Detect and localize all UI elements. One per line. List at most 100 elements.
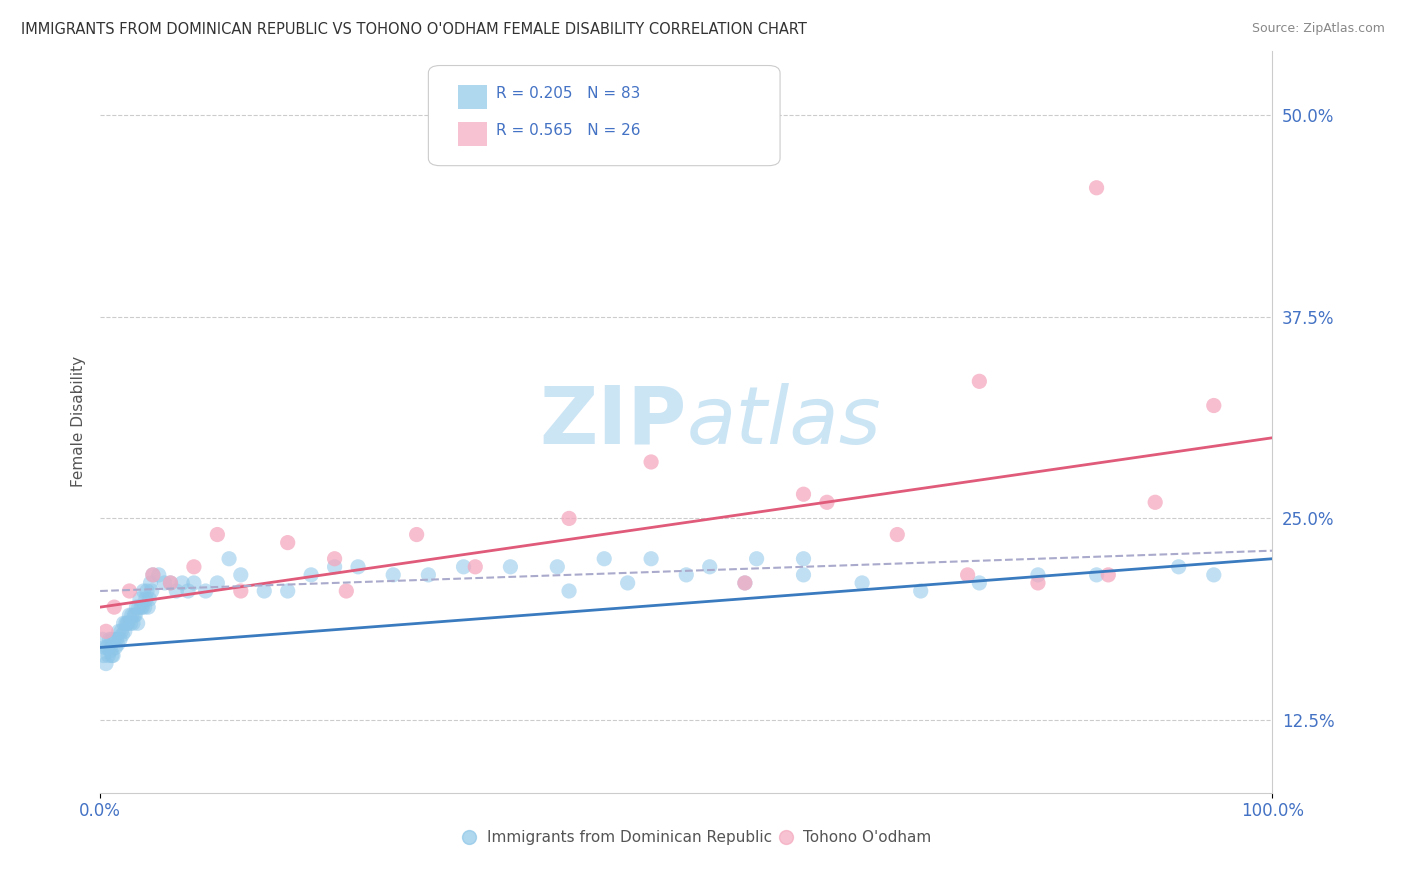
Point xyxy=(1202,399,1225,413)
Point xyxy=(218,551,240,566)
Point xyxy=(159,576,181,591)
FancyBboxPatch shape xyxy=(429,65,780,166)
Point xyxy=(183,559,205,574)
Point xyxy=(104,640,127,655)
Point xyxy=(153,576,176,591)
Point xyxy=(207,527,229,541)
Point xyxy=(128,600,150,615)
Point xyxy=(103,632,125,647)
Point xyxy=(94,640,117,655)
Point xyxy=(815,495,838,509)
Point xyxy=(101,632,124,647)
Point xyxy=(125,600,148,615)
Point xyxy=(101,648,124,663)
Point xyxy=(122,608,145,623)
Point xyxy=(405,527,427,541)
Point xyxy=(93,648,115,663)
Point xyxy=(969,374,991,388)
Point xyxy=(91,632,114,647)
Point xyxy=(110,624,132,639)
Point xyxy=(139,576,162,591)
Point xyxy=(851,576,873,591)
Text: IMMIGRANTS FROM DOMINICAN REPUBLIC VS TOHONO O'ODHAM FEMALE DISABILITY CORRELATI: IMMIGRANTS FROM DOMINICAN REPUBLIC VS TO… xyxy=(21,22,807,37)
Point xyxy=(96,640,118,655)
Point xyxy=(1026,567,1049,582)
Point xyxy=(107,637,129,651)
Point xyxy=(122,616,145,631)
Point xyxy=(277,584,299,599)
Point xyxy=(148,567,170,582)
Text: R = 0.565   N = 26: R = 0.565 N = 26 xyxy=(496,123,641,138)
Point xyxy=(118,584,141,599)
Text: Immigrants from Dominican Republic: Immigrants from Dominican Republic xyxy=(486,830,772,845)
Point xyxy=(131,600,153,615)
Point xyxy=(100,643,122,657)
Point xyxy=(101,648,124,663)
Text: R = 0.205   N = 83: R = 0.205 N = 83 xyxy=(496,87,641,101)
FancyBboxPatch shape xyxy=(458,85,486,109)
Point xyxy=(115,616,138,631)
Point xyxy=(108,632,131,647)
Point xyxy=(120,616,142,631)
Point xyxy=(464,559,486,574)
Point xyxy=(640,455,662,469)
Point xyxy=(108,624,131,639)
Point xyxy=(499,559,522,574)
Point xyxy=(886,527,908,541)
Point xyxy=(134,600,156,615)
Point xyxy=(910,584,932,599)
Point xyxy=(616,576,638,591)
Point xyxy=(453,559,475,574)
Point xyxy=(1026,576,1049,591)
Point xyxy=(141,584,163,599)
Point xyxy=(129,592,152,607)
Point xyxy=(382,567,405,582)
FancyBboxPatch shape xyxy=(458,122,486,145)
Point xyxy=(159,576,181,591)
Point xyxy=(956,567,979,582)
Point xyxy=(792,567,814,582)
Text: Tohono O'odham: Tohono O'odham xyxy=(803,830,932,845)
Point xyxy=(323,551,346,566)
Point xyxy=(136,600,159,615)
Point xyxy=(194,584,217,599)
Point xyxy=(229,584,252,599)
Point xyxy=(115,616,138,631)
Point xyxy=(172,576,194,591)
Point xyxy=(699,559,721,574)
Point xyxy=(111,627,134,641)
Point xyxy=(323,559,346,574)
Point xyxy=(229,567,252,582)
Point xyxy=(1167,559,1189,574)
Point xyxy=(105,632,128,647)
Point xyxy=(124,608,146,623)
Point xyxy=(558,584,581,599)
Point xyxy=(114,624,136,639)
Point xyxy=(97,648,120,663)
Point xyxy=(640,551,662,566)
Point xyxy=(136,584,159,599)
Point xyxy=(1202,567,1225,582)
Point xyxy=(207,576,229,591)
Point xyxy=(277,535,299,549)
Point xyxy=(121,608,143,623)
Point xyxy=(792,551,814,566)
Point xyxy=(94,657,117,671)
Point xyxy=(546,559,568,574)
Point xyxy=(792,487,814,501)
Point xyxy=(335,584,357,599)
Point xyxy=(135,592,157,607)
Point xyxy=(418,567,440,582)
Text: ZIP: ZIP xyxy=(538,383,686,460)
Point xyxy=(253,584,276,599)
Y-axis label: Female Disability: Female Disability xyxy=(72,356,86,487)
Point xyxy=(165,584,187,599)
Point xyxy=(593,551,616,566)
Point xyxy=(1085,181,1108,195)
Point xyxy=(347,559,370,574)
Point xyxy=(103,600,125,615)
Point xyxy=(118,608,141,623)
Point xyxy=(132,584,155,599)
Point xyxy=(734,576,756,591)
Point xyxy=(98,632,121,647)
